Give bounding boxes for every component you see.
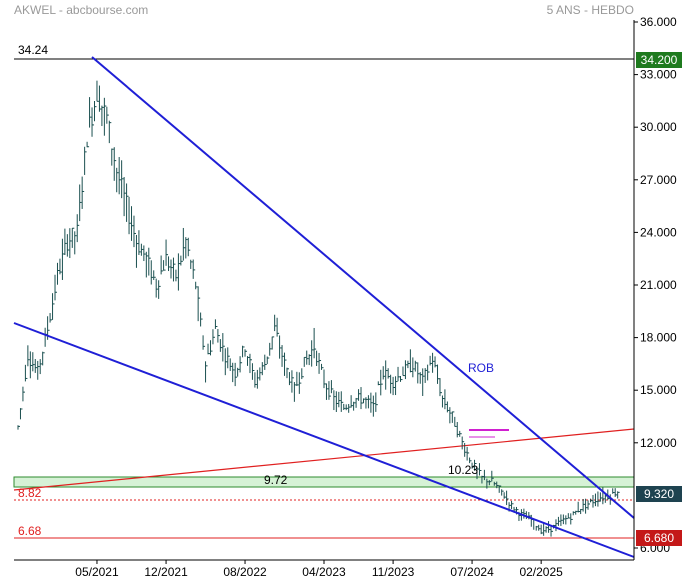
badge-last-label: 9.320 bbox=[644, 487, 674, 501]
x-tick-label: 12/2021 bbox=[144, 565, 188, 579]
annotation-10-23: 10.23 bbox=[448, 463, 478, 477]
badge-high-label: 34.200 bbox=[641, 53, 678, 67]
level-6-68-label: 6.68 bbox=[18, 524, 42, 538]
downtrend-lower-line bbox=[13, 322, 635, 558]
y-axis-ticks: 36.000 33.000 30.000 27.000 24.000 21.000 18.0… bbox=[634, 15, 677, 555]
annotation-rob: ROB bbox=[468, 361, 494, 375]
x-tick-label: 07/2024 bbox=[450, 565, 494, 579]
x-tick-label: 05/2021 bbox=[75, 565, 119, 579]
y-tick-label: 24.000 bbox=[640, 225, 677, 239]
y-tick-label: 21.000 bbox=[640, 278, 677, 292]
badge-last: 9.320 bbox=[636, 486, 682, 502]
x-tick-label: 04/2023 bbox=[302, 565, 346, 579]
downtrend-upper-line bbox=[91, 56, 635, 519]
support-rising-line bbox=[13, 428, 635, 491]
x-axis-ticks: 05/2021 12/2021 08/2022 04/2023 11/2023 07/20… bbox=[75, 560, 563, 579]
y-tick-label: 27.000 bbox=[640, 173, 677, 187]
zone-label: 9.72 bbox=[264, 473, 288, 487]
y-tick-label: 12.000 bbox=[640, 436, 677, 450]
y-tick-label: 33.000 bbox=[640, 68, 677, 82]
x-tick-label: 08/2022 bbox=[223, 565, 267, 579]
y-tick-label: 30.000 bbox=[640, 120, 677, 134]
chart-subtitle: 5 ANS - HEBDO bbox=[547, 3, 634, 17]
x-tick-label: 02/2025 bbox=[519, 565, 563, 579]
x-tick-label: 11/2023 bbox=[372, 565, 415, 579]
level-34-24-label: 34.24 bbox=[18, 43, 48, 57]
badge-high: 34.200 bbox=[636, 52, 682, 68]
chart-title: AKWEL - abcbourse.com bbox=[14, 3, 148, 17]
badge-low-label: 6.680 bbox=[644, 531, 674, 545]
level-8-82-label: 8.82 bbox=[18, 486, 42, 500]
price-zone bbox=[13, 476, 635, 488]
y-tick-label: 18.000 bbox=[640, 331, 677, 345]
candles-group bbox=[17, 80, 620, 537]
y-tick-label: 36.000 bbox=[640, 15, 677, 29]
y-tick-label: 15.000 bbox=[640, 383, 677, 397]
badge-low: 6.680 bbox=[636, 530, 682, 546]
